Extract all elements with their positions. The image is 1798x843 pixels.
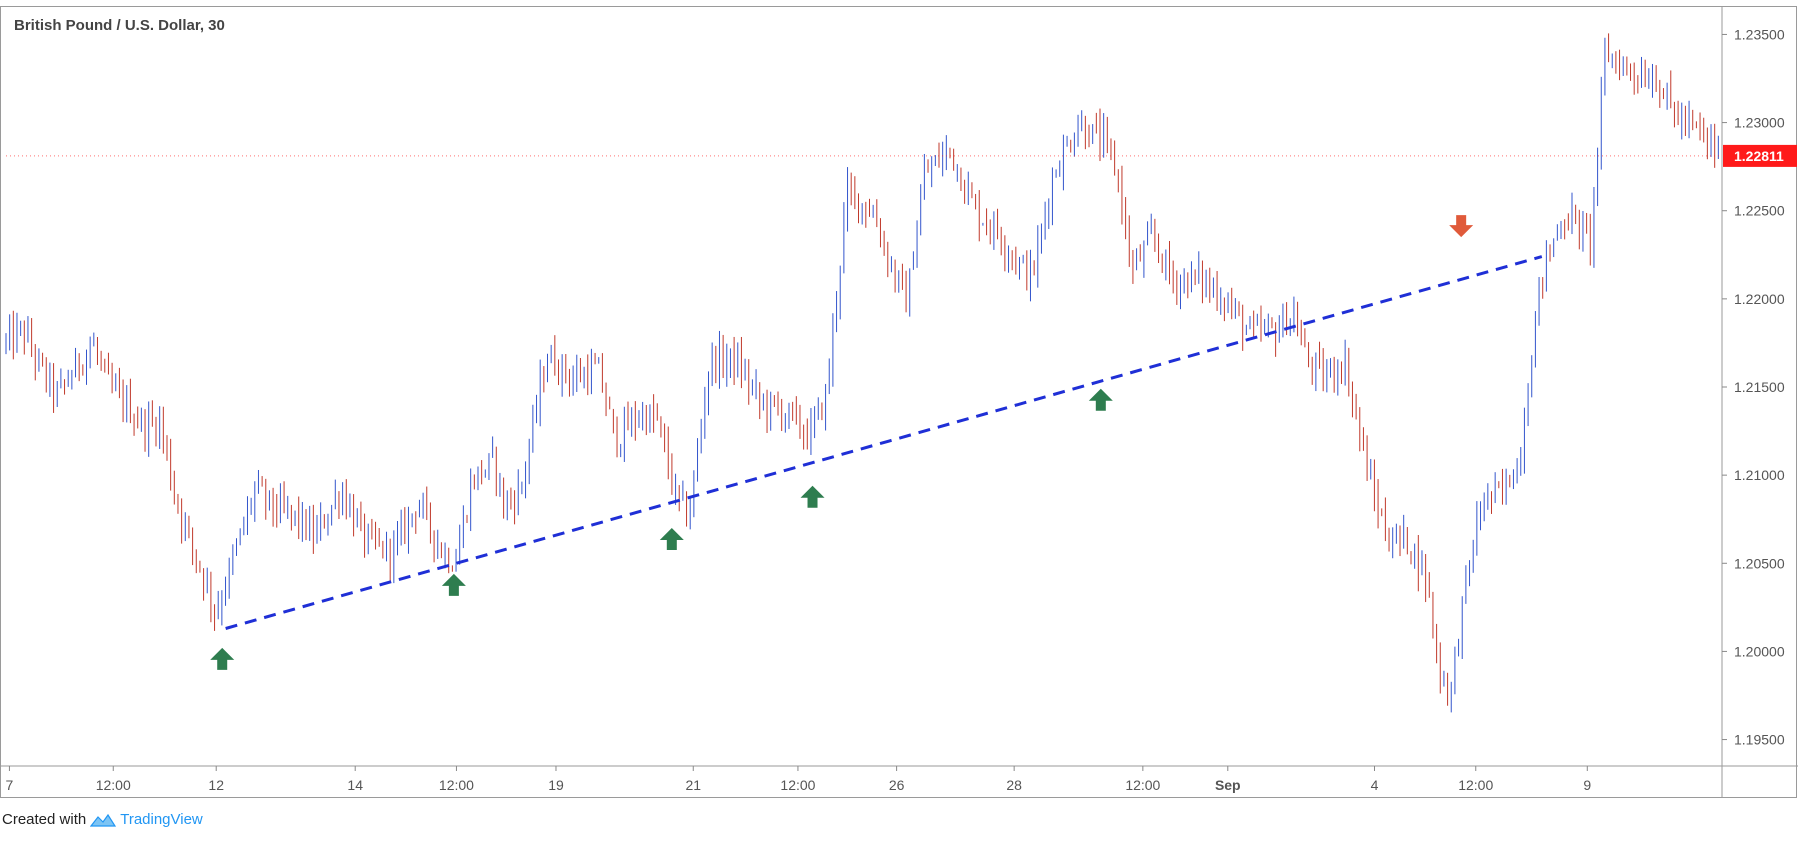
y-tick-label: 1.23000 bbox=[1734, 115, 1785, 131]
current-price-label: 1.22811 bbox=[1734, 148, 1784, 164]
x-tick-label: 12:00 bbox=[780, 777, 815, 793]
x-tick-label: 14 bbox=[347, 777, 363, 793]
chart-title: British Pound / U.S. Dollar, 30 bbox=[14, 17, 225, 34]
y-tick-label: 1.21500 bbox=[1734, 379, 1785, 395]
x-tick-label: 12:00 bbox=[1458, 777, 1493, 793]
chart-frame[interactable]: 1.23500 1.23000 1.22500 1.22000 1.21500 1.210… bbox=[0, 0, 1798, 800]
trendline-layer bbox=[225, 255, 1543, 630]
x-tick-label: 12:00 bbox=[1125, 777, 1160, 793]
y-tick-label: 1.21000 bbox=[1734, 467, 1785, 483]
x-tick-label: 12:00 bbox=[96, 777, 131, 793]
x-tick-label: Sep bbox=[1215, 777, 1241, 793]
current-price-badge bbox=[1723, 144, 1797, 167]
x-tick-label: 26 bbox=[889, 777, 905, 793]
y-tick-label: 1.22000 bbox=[1734, 291, 1785, 307]
x-tick-label: 4 bbox=[1371, 777, 1379, 793]
y-tick-label: 1.23500 bbox=[1734, 26, 1785, 42]
x-tick-label: 9 bbox=[1583, 777, 1591, 793]
y-tick-label: 1.19500 bbox=[1734, 732, 1785, 748]
x-tick-label: 7 bbox=[6, 777, 14, 793]
x-tick-label: 21 bbox=[685, 777, 701, 793]
x-tick-label: 19 bbox=[548, 777, 564, 793]
x-tick-label: 28 bbox=[1006, 777, 1022, 793]
y-tick-label: 1.20500 bbox=[1734, 555, 1785, 571]
chart-svg[interactable]: 1.23500 1.23000 1.22500 1.22000 1.21500 1.210… bbox=[0, 0, 1798, 800]
support-up-arrow-icon bbox=[210, 647, 235, 670]
footer[interactable]: Created with TradingView bbox=[2, 811, 203, 828]
resistance-down-arrow-icon bbox=[1449, 215, 1474, 238]
axes-layer: 1.23500 1.23000 1.22500 1.22000 1.21500 1.210… bbox=[0, 6, 1798, 798]
footer-brand-link[interactable]: TradingView bbox=[120, 811, 203, 828]
support-up-arrow-icon bbox=[800, 485, 825, 508]
y-tick-label: 1.22500 bbox=[1734, 203, 1785, 219]
support-up-arrow-icon bbox=[1088, 388, 1113, 411]
y-tick-label: 1.20000 bbox=[1734, 643, 1785, 659]
x-tick-label: 12:00 bbox=[439, 777, 474, 793]
tradingview-logo-icon bbox=[90, 813, 117, 827]
arrows-layer bbox=[210, 215, 1474, 670]
support-up-arrow-icon bbox=[659, 528, 684, 551]
chart-border bbox=[0, 6, 1797, 798]
candles-layer bbox=[5, 33, 1723, 713]
support-up-arrow-icon bbox=[441, 573, 466, 596]
x-tick-label: 12 bbox=[208, 777, 224, 793]
trendline[interactable] bbox=[225, 255, 1543, 630]
footer-created-with: Created with bbox=[2, 811, 87, 828]
